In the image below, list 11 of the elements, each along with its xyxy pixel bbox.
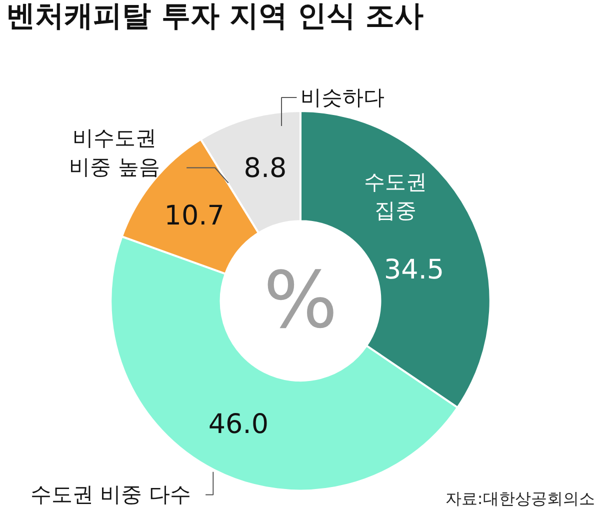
text: % xyxy=(263,256,338,346)
slice-label: 수도권 집중 xyxy=(364,170,427,223)
chart-title: 벤처캐피탈 투자 지역 인식 조사 xyxy=(6,0,424,33)
data-label: 8.8 xyxy=(244,152,287,184)
data-label: 46.0 xyxy=(208,408,268,440)
slice-label: 수도권 비중 다수 xyxy=(30,482,191,507)
slice-label: 비수도권 비중 높음 xyxy=(69,126,160,179)
slice-label: 비슷하다 xyxy=(300,85,384,110)
text: 자료:대한상공회의소 xyxy=(445,488,595,508)
data-label: 34.5 xyxy=(384,254,444,286)
data-label: 10.7 xyxy=(164,200,224,232)
